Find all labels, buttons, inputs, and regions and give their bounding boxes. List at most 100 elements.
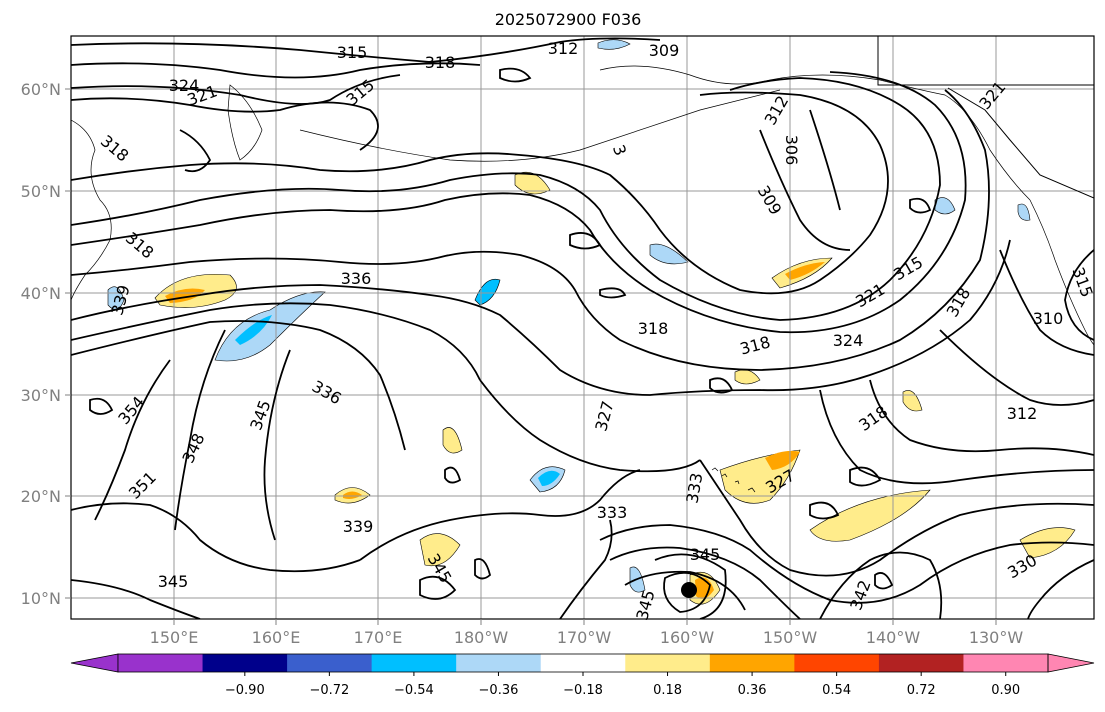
contour-line bbox=[499, 67, 532, 83]
contour-label-group: 306 bbox=[782, 135, 801, 166]
figure-title: 2025072900 F036 bbox=[494, 10, 642, 29]
contour-line bbox=[663, 571, 711, 613]
alaska-coast bbox=[599, 65, 1031, 201]
contour-line bbox=[71, 74, 401, 105]
colorbar-segment bbox=[118, 654, 204, 672]
map-gridlines bbox=[71, 36, 1094, 619]
colorbar-tick-label: −0.72 bbox=[309, 683, 349, 698]
colorbar: −0.90 −0.72 −0.54 −0.36 −0.18 0.18 0.36 0.54 0.7… bbox=[70, 653, 1095, 698]
colorbar-segment bbox=[709, 654, 795, 672]
contour-line bbox=[71, 37, 661, 63]
colorbar-tick-label: 0.18 bbox=[653, 683, 682, 698]
contour-label-group: 324 bbox=[169, 76, 200, 95]
map-frame bbox=[70, 35, 1095, 620]
contour-line bbox=[849, 466, 882, 487]
contour-line bbox=[71, 320, 406, 451]
contour-label-group: 310 bbox=[1033, 309, 1064, 328]
lon-tick-label: 180°W bbox=[454, 628, 509, 647]
latitude-tick-labels: 60°N 50°N 40°N 30°N 20°N 10°N bbox=[21, 80, 71, 608]
contour-line bbox=[569, 232, 602, 250]
positive-patch-wp bbox=[419, 533, 461, 567]
contour-line bbox=[819, 551, 943, 619]
positive-patch-se bbox=[809, 489, 931, 542]
contour-label-group: 312 bbox=[548, 39, 579, 58]
lat-tick-label: 10°N bbox=[21, 589, 61, 608]
lon-tick-label: 140°W bbox=[866, 628, 921, 647]
lat-tick-label: 30°N bbox=[21, 386, 61, 405]
contour-line bbox=[869, 379, 1094, 456]
contour-label: 345 bbox=[158, 572, 189, 591]
colorbar-tick-label: −0.90 bbox=[225, 683, 265, 698]
contour-line bbox=[263, 349, 291, 541]
positive-core-ne bbox=[785, 262, 825, 280]
positive-patch-mid3 bbox=[442, 427, 463, 454]
contour-label-group: 315 bbox=[337, 43, 368, 62]
contour-line bbox=[71, 97, 379, 151]
contour-line bbox=[609, 546, 801, 619]
shaded-patches bbox=[107, 39, 1076, 605]
contour-line bbox=[999, 249, 1094, 356]
contour-label: 345 bbox=[690, 545, 721, 564]
lat-tick-label: 50°N bbox=[21, 182, 61, 201]
contour-line bbox=[474, 558, 492, 580]
colorbar-segment bbox=[540, 654, 626, 672]
contour-label: 318 bbox=[638, 319, 669, 338]
map-panel bbox=[71, 36, 1094, 619]
contour-label: 310 bbox=[1033, 309, 1064, 328]
contour-label: 306 bbox=[782, 135, 801, 166]
contour-line bbox=[599, 287, 627, 299]
contour-label: 309 bbox=[649, 41, 680, 60]
colorbar-segment bbox=[456, 654, 542, 672]
colorbar-extend-max bbox=[1047, 653, 1095, 673]
colorbar-tick-label: 0.90 bbox=[991, 683, 1020, 698]
colorbar-segment bbox=[794, 654, 880, 672]
contour-line bbox=[624, 570, 746, 611]
contour-line bbox=[71, 71, 967, 334]
lon-tick-label: 170°E bbox=[354, 628, 403, 647]
negative-core-sub bbox=[538, 470, 560, 486]
contour-line bbox=[1027, 559, 1094, 619]
colorbar-tick-label: 0.54 bbox=[822, 683, 851, 698]
colorbar-extend-min bbox=[70, 653, 119, 673]
contour-line bbox=[71, 62, 481, 79]
contour-line bbox=[94, 359, 171, 521]
colorbar-tick-label: −0.18 bbox=[563, 683, 603, 698]
contour-line bbox=[809, 501, 840, 520]
aleutian-chain bbox=[299, 89, 781, 162]
contour-line bbox=[444, 466, 462, 484]
kamchatka-coast bbox=[227, 84, 263, 161]
contour-line bbox=[71, 502, 361, 573]
contour-label: 336 bbox=[341, 269, 372, 288]
contour-label: 324 bbox=[169, 76, 200, 95]
positive-core-sub1 bbox=[343, 491, 362, 499]
contour-line bbox=[654, 553, 727, 619]
lon-tick-label: 130°W bbox=[969, 628, 1024, 647]
positive-patch-n bbox=[514, 171, 551, 195]
contour-line bbox=[174, 329, 226, 531]
contour-line bbox=[71, 89, 990, 371]
canada-border bbox=[877, 36, 1094, 86]
positive-patch-e3 bbox=[902, 390, 923, 412]
contour-line bbox=[71, 302, 481, 381]
colorbar-tick-label: −0.36 bbox=[479, 683, 519, 698]
positive-core-hawaii bbox=[765, 450, 800, 470]
contour-label: 324 bbox=[833, 331, 864, 350]
contour-line bbox=[71, 239, 1011, 396]
colorbar-segment bbox=[878, 654, 964, 672]
contour-label-group: 345 bbox=[158, 572, 189, 591]
negative-patch-w bbox=[107, 286, 125, 310]
contour-line bbox=[709, 377, 734, 394]
contour-label-group: 345 bbox=[690, 545, 721, 564]
contour-line bbox=[759, 129, 851, 251]
lon-tick-label: 160°W bbox=[660, 628, 715, 647]
contour-line bbox=[939, 329, 1094, 406]
colorbar-segment bbox=[371, 654, 457, 672]
negative-patch-e bbox=[934, 197, 956, 215]
negative-patch-mid2 bbox=[649, 243, 689, 265]
contour-line bbox=[819, 389, 1094, 485]
contour-label-group: 339 bbox=[343, 517, 374, 536]
lon-tick-label: 150°E bbox=[150, 628, 199, 647]
positive-core-storm bbox=[695, 577, 714, 599]
hawaii-islands bbox=[711, 467, 756, 493]
